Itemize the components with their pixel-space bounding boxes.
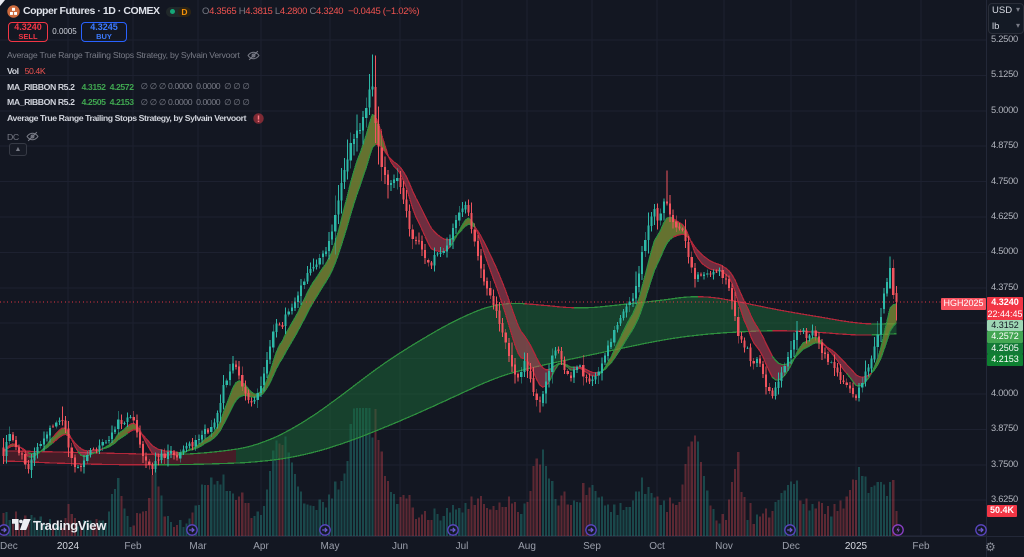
svg-text:TradingView: TradingView <box>33 518 107 533</box>
